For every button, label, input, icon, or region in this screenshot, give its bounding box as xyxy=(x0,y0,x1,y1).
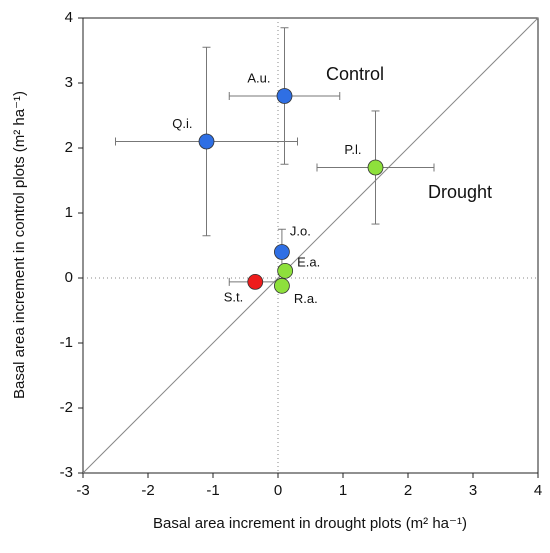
x-tick-label: 3 xyxy=(469,482,477,499)
point xyxy=(247,273,264,290)
y-tick-label: -3 xyxy=(60,464,73,481)
y-tick-label: -1 xyxy=(60,334,73,351)
point xyxy=(276,88,293,104)
plot-area xyxy=(82,17,539,474)
x-tick-label: 0 xyxy=(274,482,282,499)
point-label: Q.i. xyxy=(172,116,192,131)
y-axis-label: Basal area increment in control plots (m… xyxy=(11,91,28,399)
x-tick-label: 1 xyxy=(339,482,347,499)
y-tick-label: 0 xyxy=(65,269,73,286)
point xyxy=(273,277,290,294)
x-tick-label: 4 xyxy=(534,482,542,499)
x-axis-label: Basal area increment in drought plots (m… xyxy=(153,515,467,532)
annotation: Drought xyxy=(428,182,492,202)
point xyxy=(277,262,294,279)
y-tick-label: 2 xyxy=(65,139,73,156)
point-label: J.o. xyxy=(290,223,311,238)
x-tick-label: -2 xyxy=(141,482,154,499)
x-tick-label: 2 xyxy=(404,482,412,499)
point-label: S.t. xyxy=(224,289,244,304)
point-label: R.a. xyxy=(294,291,318,306)
point-label: E.a. xyxy=(297,254,320,269)
annotation: Control xyxy=(326,64,384,84)
point-label: A.u. xyxy=(247,70,270,85)
y-tick-label: -2 xyxy=(60,399,73,416)
point xyxy=(273,244,290,260)
x-tick-label: -1 xyxy=(206,482,219,499)
point xyxy=(367,159,384,176)
y-tick-label: 1 xyxy=(65,204,73,221)
diagonal xyxy=(82,17,539,474)
point-label: P.l. xyxy=(344,142,361,157)
x-tick-label: -3 xyxy=(76,482,89,499)
y-tick-label: 3 xyxy=(65,74,73,91)
y-tick-label: 4 xyxy=(65,9,73,26)
point xyxy=(198,133,215,150)
